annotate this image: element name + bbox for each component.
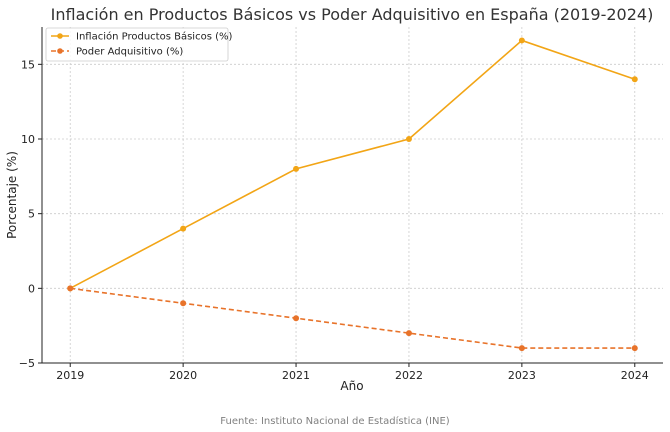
y-tick-label: 5 [28,208,35,221]
data-point [293,165,300,172]
x-ticks: 2019 2020 2021 2022 2023 2024 [56,363,649,382]
data-point [631,345,638,352]
data-point [405,330,412,337]
legend-label-inflacion: Inflación Productos Básicos (%) [76,31,232,43]
x-axis-label: Año [340,379,363,393]
chart-title: Inflación en Productos Básicos vs Poder … [51,5,654,24]
data-point [518,345,525,352]
legend-marker-poder [57,48,63,54]
data-point [180,300,187,307]
y-tick-label: −5 [19,357,35,370]
series-line-0 [69,39,636,290]
x-tick-label: 2019 [56,369,84,382]
series-line-1 [70,287,635,349]
data-point [405,136,412,142]
data-point [293,315,300,322]
y-ticks: −5 0 5 10 15 [19,58,42,370]
axes [41,27,663,364]
data-point [180,225,187,232]
data-point [631,76,638,83]
data-point [67,285,74,292]
x-tick-label: 2022 [395,369,423,382]
y-tick-label: 0 [28,282,35,295]
legend-marker-inflacion [57,33,63,39]
grid [42,27,663,364]
x-tick-label: 2021 [282,369,310,382]
x-tick-label: 2024 [621,369,649,382]
legend-box [45,27,229,62]
legend: Inflación Productos Básicos (%) Poder Ad… [45,27,232,62]
y-tick-label: 10 [21,133,35,146]
x-tick-label: 2023 [508,369,536,382]
data-point [518,37,525,44]
legend-label-poder: Poder Adquisitivo (%) [76,47,183,58]
y-tick-label: 15 [21,58,35,71]
y-axis-label: Porcentaje (%) [5,151,19,239]
series-layer [67,37,638,352]
x-tick-label: 2020 [169,369,197,382]
source-note: Fuente: Instituto Nacional de Estadístic… [220,415,449,427]
